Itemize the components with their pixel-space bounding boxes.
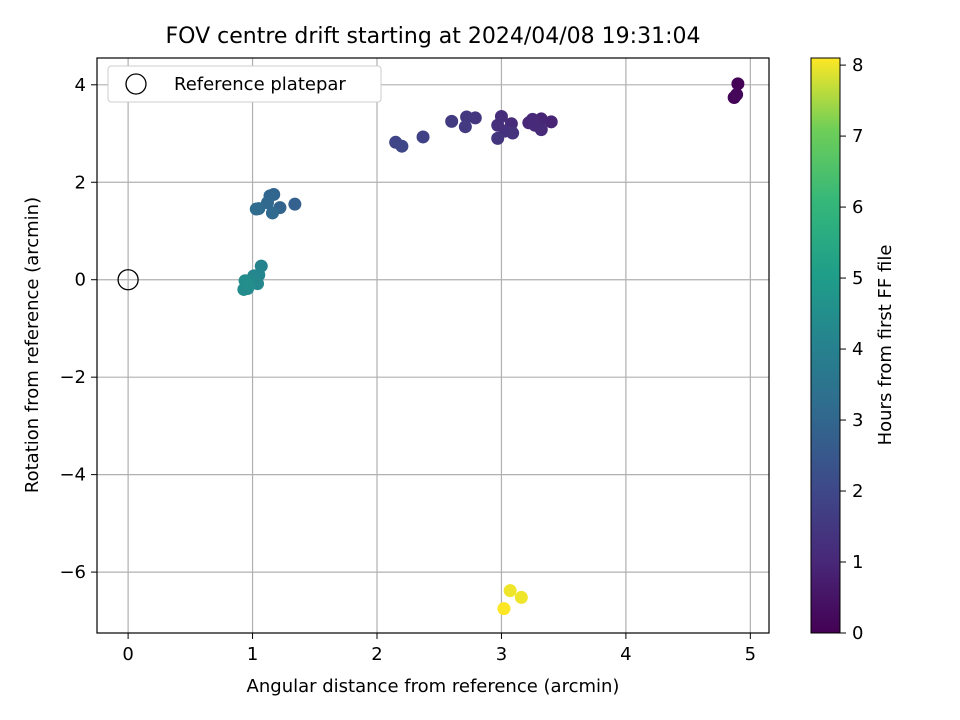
grid-lines [97, 58, 769, 633]
data-point [514, 590, 528, 604]
data-point [265, 206, 279, 220]
y-tick-label: 4 [75, 75, 86, 96]
data-point [445, 114, 459, 128]
colorbar-tick-label: 0 [852, 623, 863, 644]
x-tick-label: 0 [122, 644, 133, 665]
reference-point [117, 269, 139, 291]
colorbar-tick-label: 7 [852, 126, 863, 147]
x-axis-label: Angular distance from reference (arcmin) [247, 676, 620, 697]
colorbar-tick-label: 8 [852, 55, 863, 76]
colorbar-tick-label: 2 [852, 481, 863, 502]
y-tick-label: −4 [59, 465, 86, 486]
data-point [460, 110, 474, 124]
x-axis-ticks: 0 1 2 3 4 5 [122, 633, 756, 665]
data-point [506, 126, 520, 140]
colorbar-ticks: 0 1 2 3 4 5 6 7 8 [840, 55, 863, 644]
x-tick-label: 4 [620, 644, 631, 665]
x-tick-label: 5 [745, 644, 756, 665]
colorbar-label: Hours from first FF file [875, 245, 896, 446]
y-tick-label: −2 [59, 367, 86, 388]
data-point [503, 584, 517, 598]
y-tick-label: −6 [59, 562, 86, 583]
y-axis-label: Rotation from reference (arcmin) [22, 197, 43, 493]
y-axis-ticks: −6 −4 −2 0 2 4 [59, 75, 97, 583]
data-point [288, 197, 302, 211]
data-point [458, 120, 472, 134]
colorbar-tick-label: 6 [852, 197, 863, 218]
data-point [395, 139, 409, 153]
legend-entry-label: Reference platepar [174, 74, 346, 95]
data-point [528, 118, 542, 132]
plot-frame [96, 57, 770, 634]
x-tick-label: 1 [247, 644, 258, 665]
colorbar [810, 57, 841, 634]
data-point [249, 202, 263, 216]
reference-marker [117, 269, 139, 291]
y-tick-label: 0 [75, 270, 86, 291]
chart-title: FOV centre drift starting at 2024/04/08 … [166, 24, 701, 49]
y-tick-label: 2 [75, 172, 86, 193]
legend-box [107, 65, 382, 103]
x-tick-label: 2 [371, 644, 382, 665]
data-points [237, 77, 745, 616]
data-point [730, 88, 744, 102]
colorbar-tick-label: 1 [852, 552, 863, 573]
data-point [416, 130, 430, 144]
x-tick-label: 3 [496, 644, 507, 665]
data-point [497, 602, 511, 616]
colorbar-tick-label: 3 [852, 410, 863, 431]
legend: Reference platepar [107, 65, 382, 103]
colorbar-tick-label: 4 [852, 339, 863, 360]
data-point [491, 131, 505, 145]
legend-reference-marker [125, 73, 147, 95]
data-point [544, 115, 558, 129]
data-point [731, 77, 745, 91]
data-point [242, 279, 256, 293]
colorbar-tick-label: 5 [852, 268, 863, 289]
